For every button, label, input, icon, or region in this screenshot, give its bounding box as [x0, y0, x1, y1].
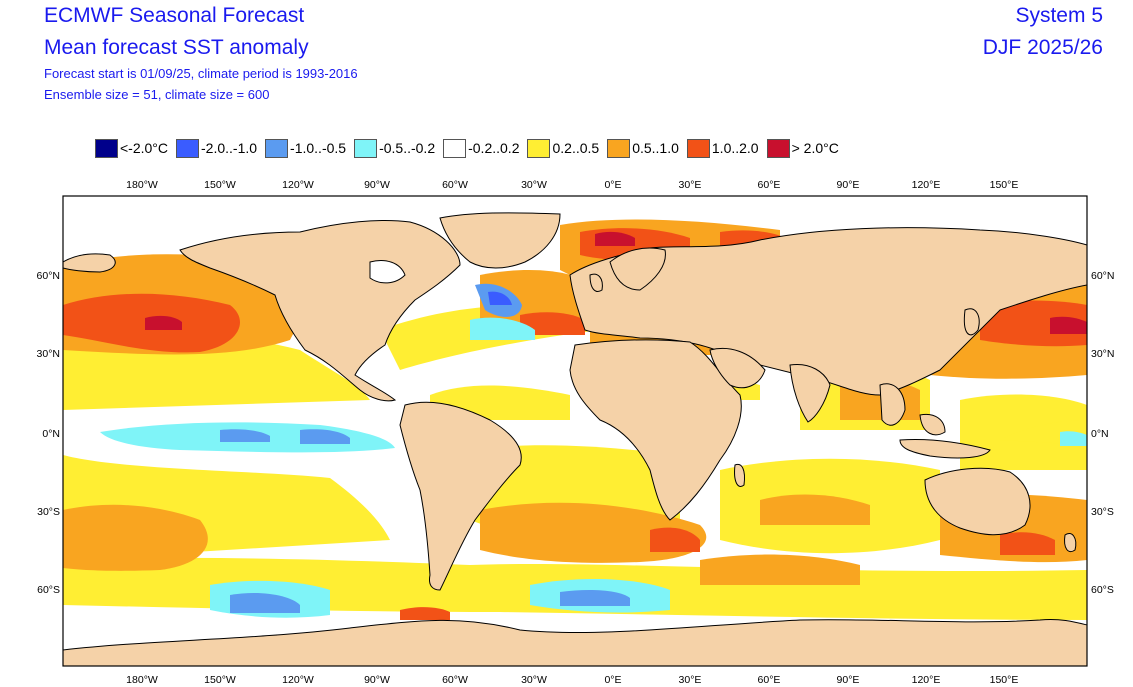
legend-swatch	[766, 138, 790, 158]
anomaly-band-above-2-0	[145, 231, 1087, 334]
axis-tick-label: 150°E	[990, 674, 1019, 686]
map-subtitle: Mean forecast SST anomaly	[44, 36, 309, 59]
legend-label: <-2.0°C	[120, 140, 169, 156]
landmass-south-america	[399, 401, 522, 591]
legend-swatch	[176, 138, 200, 158]
landmass-madagascar	[734, 463, 745, 487]
axis-tick-label: 0°N	[42, 428, 60, 440]
axis-tick-label: 30°W	[521, 674, 547, 686]
landmass-new-zealand	[1064, 533, 1077, 553]
landmass-antarctica	[63, 619, 1087, 666]
legend-item: 0.5..1.0	[607, 138, 679, 158]
axis-tick-label: 60°N	[37, 270, 60, 282]
axis-tick-label: 60°N	[1091, 270, 1114, 282]
axis-tick-label: 60°E	[758, 179, 781, 191]
axis-tick-label: 120°W	[282, 674, 314, 686]
forecast-info-line-2: Ensemble size = 51, climate size = 600	[44, 87, 270, 102]
landmass-britain	[589, 273, 603, 292]
legend-label: 0.2..0.5	[552, 140, 600, 156]
map-title: ECMWF Seasonal Forecast	[44, 4, 305, 27]
axis-tick-label: 0°N	[1091, 428, 1109, 440]
legend-label: -0.2..0.2	[468, 140, 520, 156]
axis-tick-label: 30°N	[37, 348, 60, 360]
system-label: System 5	[1015, 4, 1103, 27]
legend-swatch	[686, 138, 710, 158]
axis-tick-label: 90°E	[837, 179, 860, 191]
axis-tick-label: 90°W	[364, 674, 390, 686]
season-label: DJF 2025/26	[982, 36, 1103, 59]
legend-label: -0.5..-0.2	[379, 140, 436, 156]
axis-tick-label: 30°E	[679, 674, 702, 686]
sst-anomaly-map: 180°W 150°W 120°W 90°W 60°W 30°W 0°E 30°E 60°E 90…	[37, 179, 1115, 686]
longitude-labels-top: 180°W 150°W 120°W 90°W 60°W 30°W 0°E 30°E 60°E 90…	[126, 179, 1018, 191]
landmass-japan	[963, 308, 980, 336]
color-legend: <-2.0°C -2.0..-1.0 -1.0..-0.5 -0.5..-0.2…	[95, 136, 847, 160]
axis-tick-label: 60°W	[442, 674, 468, 686]
axis-tick-label: 150°W	[204, 674, 236, 686]
longitude-labels-bottom: 180°W 150°W 120°W 90°W 60°W 30°W 0°E 30°E 60°E 90…	[126, 674, 1018, 686]
axis-tick-label: 0°E	[604, 179, 621, 191]
map-frame	[62, 195, 1088, 667]
landmass-borneo	[919, 413, 946, 436]
legend-swatch	[95, 138, 118, 158]
latitude-labels-left: 60°N 30°N 0°N 30°S 60°S	[37, 270, 60, 596]
legend-label: -2.0..-1.0	[201, 140, 258, 156]
legend-label: 0.5..1.0	[632, 140, 679, 156]
land-masses	[63, 212, 1087, 666]
landmass-scandinavia	[609, 247, 666, 291]
axis-tick-label: 30°N	[1091, 348, 1114, 360]
axis-tick-label: 0°E	[604, 674, 621, 686]
landmass-alaska	[63, 253, 116, 273]
landmass-australia	[924, 467, 1031, 536]
axis-tick-label: 90°W	[364, 179, 390, 191]
axis-tick-label: 150°E	[990, 179, 1019, 191]
axis-tick-label: 30°W	[521, 179, 547, 191]
axis-tick-label: 120°W	[282, 179, 314, 191]
legend-label: 1.0..2.0	[711, 140, 759, 156]
landmass-africa	[569, 339, 742, 521]
anomaly-band-neg-2-0-neg-1-0	[488, 291, 512, 305]
axis-tick-label: 30°S	[1091, 506, 1114, 518]
axis-tick-label: 180°W	[126, 674, 158, 686]
anomaly-field	[63, 219, 1087, 620]
legend-swatch	[354, 138, 378, 158]
latitude-labels-right: 60°N 30°N 0°N 30°S 60°S	[1091, 270, 1114, 596]
legend-item: -0.5..-0.2	[354, 138, 436, 158]
legend-label: > 2.0°C	[791, 140, 839, 156]
landmass-india	[789, 363, 831, 423]
axis-tick-label: 180°W	[126, 179, 158, 191]
landmass-greenland	[439, 212, 561, 269]
legend-swatch	[607, 138, 631, 158]
axis-tick-label: 150°W	[204, 179, 236, 191]
forecast-info-line-1: Forecast start is 01/09/25, climate peri…	[44, 66, 358, 81]
landmass-southeast-asia	[879, 383, 906, 426]
landmass-arabia	[709, 347, 766, 389]
legend-swatch	[265, 138, 289, 158]
legend-swatch	[527, 138, 551, 158]
axis-tick-label: 30°S	[37, 506, 60, 518]
landmass-indonesia	[899, 439, 991, 459]
landmass-eurasia	[569, 227, 1087, 396]
axis-tick-label: 60°W	[442, 179, 468, 191]
axis-tick-label: 30°E	[679, 179, 702, 191]
legend-item: <-2.0°C	[95, 138, 169, 158]
legend-item: -2.0..-1.0	[176, 138, 258, 158]
axis-tick-label: 60°S	[1091, 584, 1114, 596]
legend-item: -1.0..-0.5	[265, 138, 347, 158]
axis-tick-label: 60°S	[37, 584, 60, 596]
axis-tick-label: 60°E	[758, 674, 781, 686]
legend-item: -0.2..0.2	[443, 138, 520, 158]
legend-label: -1.0..-0.5	[290, 140, 347, 156]
legend-swatch	[443, 138, 467, 158]
axis-tick-label: 90°E	[837, 674, 860, 686]
legend-item: > 2.0°C	[766, 138, 839, 158]
axis-tick-label: 120°E	[912, 179, 941, 191]
legend-item: 1.0..2.0	[686, 138, 759, 158]
hudson-bay	[369, 260, 406, 284]
legend-item: 0.2..0.5	[527, 138, 600, 158]
axis-tick-label: 120°E	[912, 674, 941, 686]
